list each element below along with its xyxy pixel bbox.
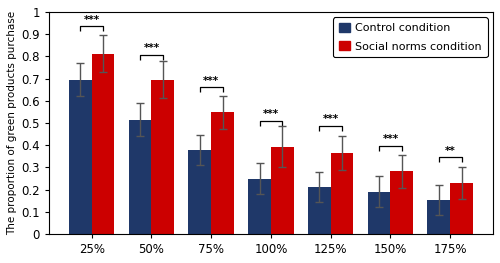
Bar (450, 183, 473, 234)
Text: ***: *** (84, 15, 100, 25)
Bar (390, 171, 413, 234)
Bar (92, 54, 114, 234)
Bar (128, 120, 152, 234)
Bar (248, 179, 271, 234)
Text: ***: *** (322, 114, 338, 124)
Text: **: ** (445, 146, 456, 156)
Bar (152, 80, 174, 234)
Bar (428, 200, 450, 234)
Text: ***: *** (263, 109, 279, 119)
Text: ***: *** (382, 134, 398, 144)
Bar (211, 112, 234, 234)
Y-axis label: The proportion of green products purchase: The proportion of green products purchas… (7, 11, 17, 235)
Text: ***: *** (203, 76, 219, 86)
Legend: Control condition, Social norms condition: Control condition, Social norms conditio… (333, 18, 488, 57)
Text: ***: *** (144, 43, 160, 53)
Bar (368, 192, 390, 234)
Bar (69, 80, 92, 234)
Bar (188, 150, 211, 234)
Bar (271, 147, 293, 234)
Bar (330, 153, 353, 234)
Bar (308, 187, 330, 234)
